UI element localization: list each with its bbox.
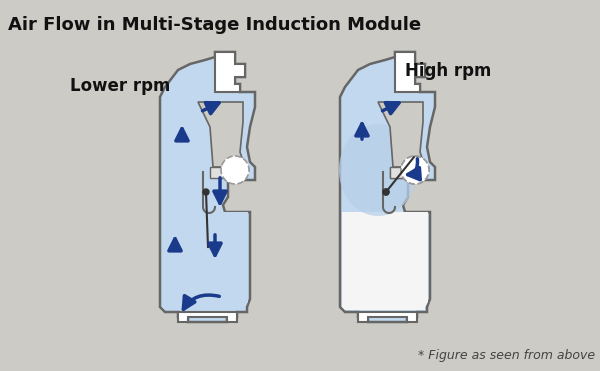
Polygon shape xyxy=(358,312,417,322)
Circle shape xyxy=(203,189,209,195)
Circle shape xyxy=(383,189,389,195)
Polygon shape xyxy=(162,212,248,310)
Circle shape xyxy=(383,189,389,195)
Polygon shape xyxy=(395,52,425,92)
Polygon shape xyxy=(198,102,245,167)
Polygon shape xyxy=(390,167,425,178)
Polygon shape xyxy=(210,167,245,178)
Text: Air Flow in Multi-Stage Induction Module: Air Flow in Multi-Stage Induction Module xyxy=(8,16,421,34)
Polygon shape xyxy=(340,52,435,322)
Text: * Figure as seen from above: * Figure as seen from above xyxy=(418,349,595,362)
Ellipse shape xyxy=(339,124,417,216)
Polygon shape xyxy=(342,212,428,310)
Circle shape xyxy=(401,156,429,184)
Text: Lower rpm: Lower rpm xyxy=(70,77,170,95)
Polygon shape xyxy=(160,52,255,322)
Text: High rpm: High rpm xyxy=(405,62,491,80)
Polygon shape xyxy=(390,167,425,178)
Polygon shape xyxy=(215,52,245,92)
Circle shape xyxy=(401,156,429,184)
Circle shape xyxy=(221,156,249,184)
Polygon shape xyxy=(378,102,425,167)
Polygon shape xyxy=(178,312,237,322)
